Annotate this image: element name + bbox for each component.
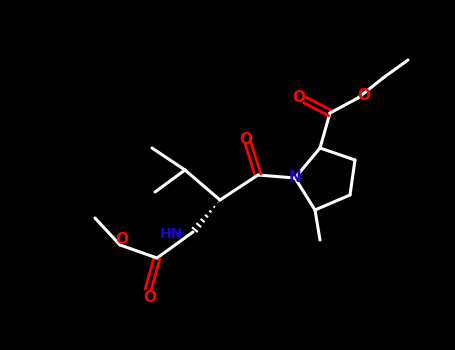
Text: O: O [358, 89, 370, 104]
Text: O: O [293, 91, 305, 105]
Text: HN: HN [160, 227, 183, 241]
Text: O: O [143, 290, 157, 306]
Text: O: O [116, 231, 128, 246]
Text: N: N [288, 170, 301, 186]
Text: O: O [239, 132, 253, 147]
